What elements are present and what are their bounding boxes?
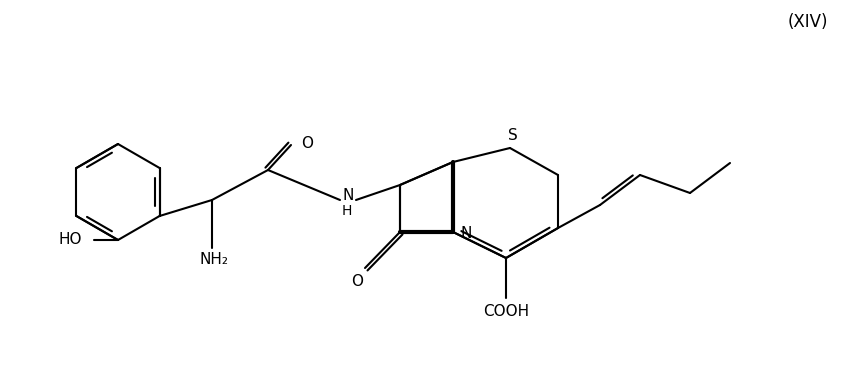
Text: O: O [351, 275, 363, 290]
Text: (XIV): (XIV) [788, 13, 828, 31]
Text: S: S [508, 127, 518, 142]
Text: H: H [342, 204, 353, 218]
Text: O: O [301, 136, 313, 151]
Text: HO: HO [58, 232, 82, 248]
Text: N: N [342, 189, 353, 204]
Text: COOH: COOH [483, 303, 529, 318]
Text: NH₂: NH₂ [200, 253, 228, 268]
Text: N: N [461, 227, 473, 242]
